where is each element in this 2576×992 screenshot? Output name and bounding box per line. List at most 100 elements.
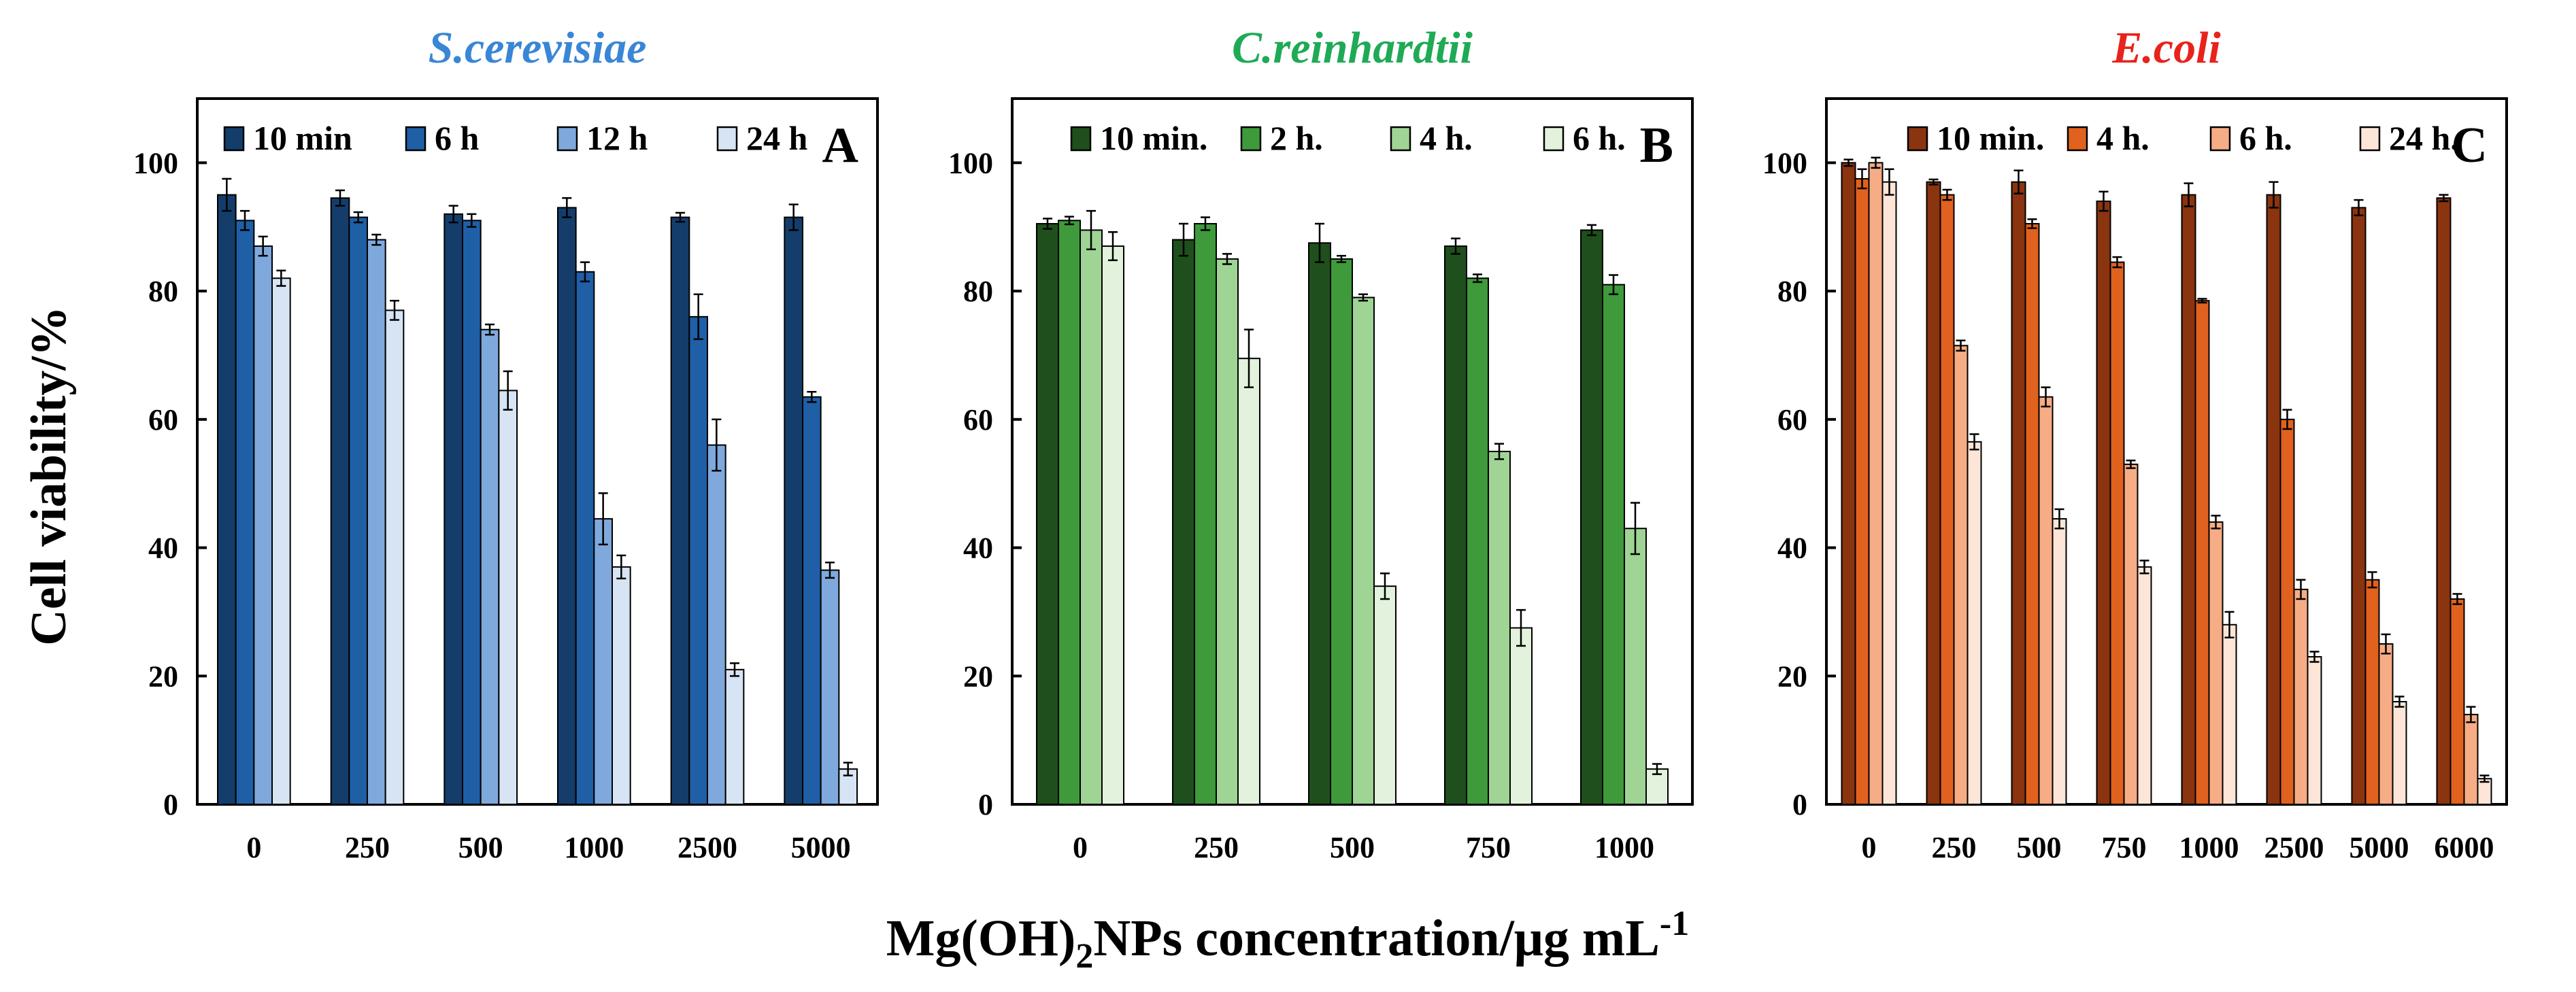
- x-tick-label: 250: [1194, 831, 1239, 864]
- bar: [575, 271, 595, 806]
- bar: [1101, 245, 1124, 805]
- x-tick-label: 5000: [2349, 831, 2409, 864]
- x-tick-label: 0: [1073, 831, 1088, 864]
- y-tick-label: 20: [148, 660, 178, 693]
- bar: [480, 328, 500, 805]
- bar: [1330, 258, 1353, 805]
- bar: [1194, 223, 1217, 805]
- bar: [2266, 194, 2281, 805]
- x-tick-label: 0: [1862, 831, 1877, 864]
- bar: [1881, 181, 1897, 805]
- x-tick-label: 6000: [2435, 831, 2494, 864]
- legend-swatch: [1240, 126, 1262, 152]
- y-tick-label: 40: [963, 532, 993, 565]
- y-tick-label: 20: [963, 660, 993, 693]
- bar: [2024, 223, 2040, 805]
- bar: [2137, 566, 2152, 805]
- bar: [1058, 220, 1081, 806]
- x-tick-label: 500: [2017, 831, 2062, 864]
- bar: [1868, 162, 1884, 805]
- bar: [557, 207, 577, 806]
- y-tick-label: 60: [963, 403, 993, 437]
- legend-label: 10 min.: [1100, 119, 1207, 157]
- bar: [2307, 655, 2322, 805]
- legend-swatch: [1907, 126, 1928, 152]
- x-tick-label: 250: [1932, 831, 1977, 864]
- x-axis-label-main: Mg(OH): [886, 910, 1076, 967]
- panel-letter: C: [2452, 118, 2488, 173]
- plot-frame: [1825, 97, 2508, 806]
- bar: [670, 216, 690, 805]
- legend-label: 2 h.: [1270, 119, 1323, 157]
- bar: [1237, 358, 1260, 805]
- bar: [1308, 242, 1331, 805]
- bar: [724, 668, 745, 805]
- x-tick-label: 1000: [1594, 831, 1654, 864]
- bar: [2181, 194, 2196, 805]
- chart-title: S.cerevisiae: [429, 23, 647, 73]
- bar: [2222, 623, 2237, 805]
- bar: [820, 569, 840, 806]
- legend-label: 6 h: [435, 119, 480, 157]
- bar: [1172, 239, 1195, 806]
- legend-label: 12 h: [586, 119, 648, 157]
- y-tick-label: 100: [1762, 146, 1807, 179]
- bar: [384, 309, 405, 805]
- legend-label: 6 h.: [1573, 119, 1626, 157]
- legend-label: 4 h.: [1420, 119, 1473, 157]
- y-tick-label: 20: [1777, 660, 1807, 693]
- y-tick-label: 0: [978, 788, 993, 821]
- x-tick-label: 1000: [564, 831, 624, 864]
- y-tick-label: 0: [163, 788, 178, 821]
- legend-swatch: [1070, 126, 1092, 152]
- x-tick-label: 250: [345, 831, 390, 864]
- legend-swatch: [1543, 126, 1565, 152]
- legend-swatch: [2209, 126, 2231, 152]
- bar: [688, 315, 708, 805]
- bar: [1216, 258, 1239, 805]
- bar: [1036, 223, 1059, 805]
- bar: [1444, 245, 1467, 805]
- legend-swatch: [556, 126, 578, 152]
- y-tick-label: 80: [1777, 275, 1807, 308]
- y-tick-label: 80: [148, 275, 178, 308]
- bar: [802, 396, 822, 805]
- bar: [1967, 441, 1982, 805]
- panel-letter: A: [822, 118, 858, 173]
- bar: [2109, 261, 2125, 805]
- x-axis-label-subscript: 2: [1075, 937, 1093, 976]
- bar: [2123, 463, 2139, 805]
- bar: [271, 277, 291, 805]
- x-tick-label: 1000: [2179, 831, 2239, 864]
- legend-label: 6 h.: [2239, 119, 2292, 157]
- x-tick-label: 500: [458, 831, 503, 864]
- bar: [1602, 284, 1625, 805]
- bar: [1466, 277, 1489, 805]
- bar: [1953, 345, 1969, 805]
- x-axis-label: Mg(OH)2NPs concentration/μg mL-1: [886, 904, 1689, 976]
- bar: [2364, 579, 2380, 806]
- bar: [1854, 177, 1870, 806]
- bar: [2436, 197, 2452, 806]
- bar: [612, 566, 631, 805]
- legend-swatch: [405, 126, 426, 152]
- bar: [2011, 181, 2026, 805]
- legend-swatch: [716, 126, 738, 152]
- bar: [784, 216, 804, 805]
- plot-frame: [196, 97, 879, 806]
- bar: [2351, 207, 2366, 806]
- legend-label: 10 min.: [1937, 119, 2044, 157]
- bar: [2463, 713, 2479, 805]
- x-tick-label: 5000: [791, 831, 851, 864]
- bar: [444, 213, 463, 805]
- x-axis-label-superscript: -1: [1660, 904, 1689, 943]
- legend-label: 24 h: [746, 119, 808, 157]
- bar: [2194, 300, 2210, 805]
- bar: [2279, 418, 2295, 805]
- legend-label: 4 h.: [2096, 119, 2150, 157]
- bar: [1488, 451, 1511, 805]
